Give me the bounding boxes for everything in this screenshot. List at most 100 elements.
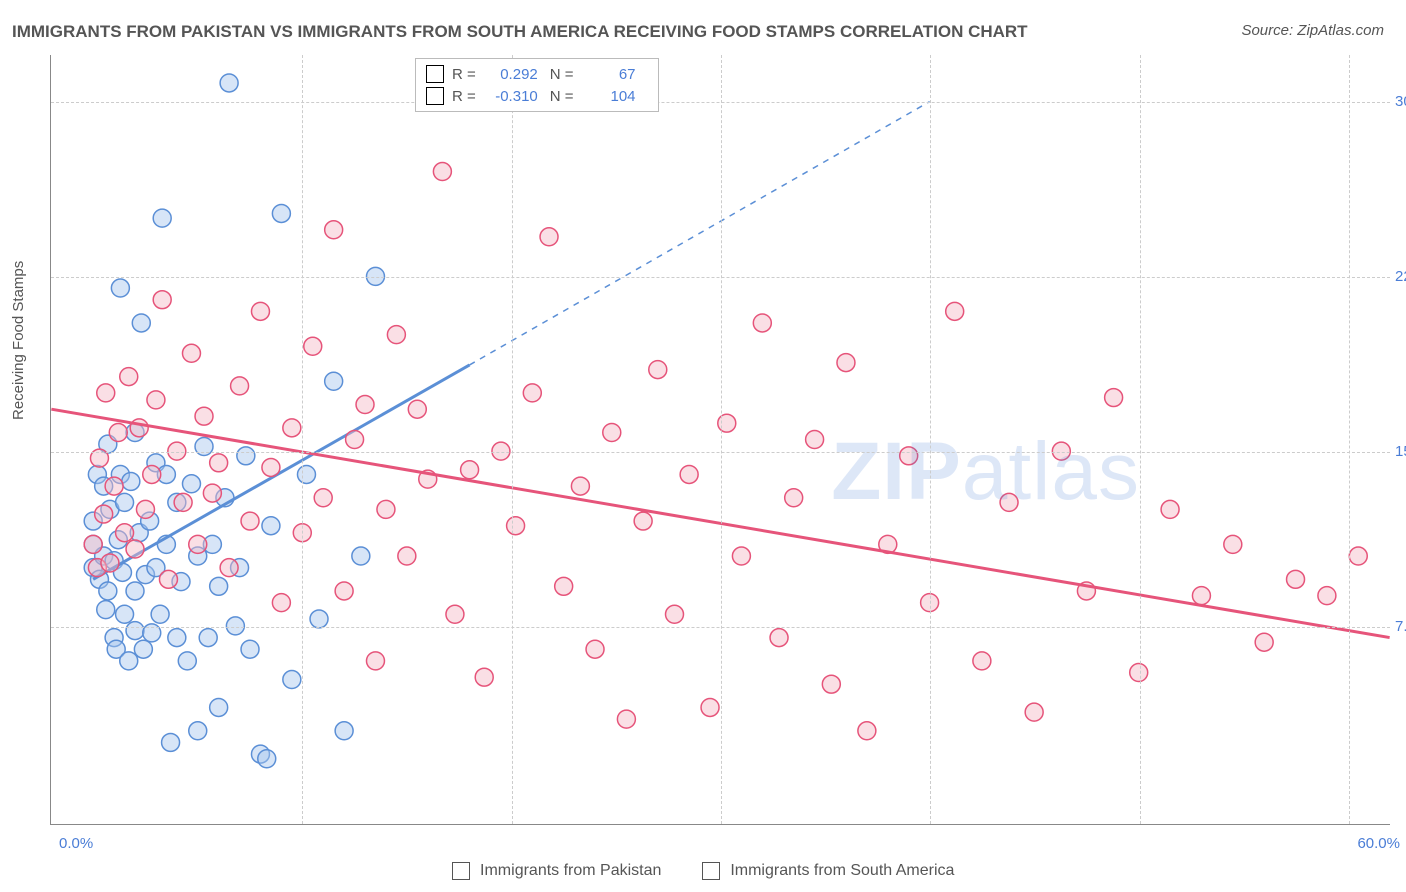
data-point-southamerica [603,424,621,442]
data-point-southamerica [366,652,384,670]
data-point-pakistan [120,652,138,670]
data-point-southamerica [858,722,876,740]
stats-row-series1: R = 0.292 N = 67 [426,63,648,85]
data-point-southamerica [153,291,171,309]
data-point-southamerica [666,605,684,623]
data-point-pakistan [210,577,228,595]
ytick-label: 30.0% [1395,93,1406,110]
data-point-southamerica [900,447,918,465]
data-point-southamerica [408,400,426,418]
n-value-1: 67 [578,66,636,83]
data-point-southamerica [120,368,138,386]
legend-label-2: Immigrants from South America [730,862,954,879]
xtick-right: 60.0% [1357,835,1400,852]
data-point-southamerica [210,454,228,472]
n-label-1: N = [550,66,574,83]
data-point-pakistan [310,610,328,628]
data-point-southamerica [101,554,119,572]
data-point-southamerica [325,221,343,239]
legend-swatch-1 [452,862,470,880]
data-point-southamerica [523,384,541,402]
data-point-southamerica [304,337,322,355]
data-point-southamerica [1287,570,1305,588]
data-point-pakistan [162,733,180,751]
data-point-southamerica [1161,500,1179,518]
data-point-southamerica [203,484,221,502]
data-point-pakistan [199,629,217,647]
data-point-pakistan [111,279,129,297]
data-point-pakistan [262,517,280,535]
data-point-southamerica [837,354,855,372]
data-point-pakistan [178,652,196,670]
ytick-label: 15.0% [1395,443,1406,460]
chart-title: IMMIGRANTS FROM PAKISTAN VS IMMIGRANTS F… [12,22,1028,42]
data-point-southamerica [1192,587,1210,605]
data-point-southamerica [1000,493,1018,511]
data-point-southamerica [147,391,165,409]
data-point-southamerica [109,424,127,442]
data-point-southamerica [130,419,148,437]
data-point-southamerica [571,477,589,495]
legend-bottom: Immigrants from Pakistan Immigrants from… [0,862,1406,880]
data-point-southamerica [220,559,238,577]
data-point-southamerica [335,582,353,600]
data-point-southamerica [540,228,558,246]
data-point-southamerica [732,547,750,565]
legend-item-1: Immigrants from Pakistan [452,862,666,879]
data-point-southamerica [617,710,635,728]
chart-plot-area: ZIPatlas 7.5%15.0%22.5%30.0%0.0%60.0% [50,55,1390,825]
data-point-pakistan [134,640,152,658]
data-point-southamerica [95,505,113,523]
source-credit: Source: ZipAtlas.com [1241,22,1384,39]
legend-swatch-2 [702,862,720,880]
data-point-southamerica [314,489,332,507]
data-point-pakistan [220,74,238,92]
stats-swatch-1 [426,65,444,83]
data-point-southamerica [973,652,991,670]
y-axis-label: Receiving Food Stamps [10,261,27,420]
data-point-southamerica [446,605,464,623]
data-point-southamerica [116,524,134,542]
data-point-pakistan [237,447,255,465]
data-point-southamerica [143,465,161,483]
data-point-pakistan [210,698,228,716]
data-point-southamerica [377,500,395,518]
data-point-southamerica [634,512,652,530]
stats-row-series2: R = -0.310 N = 104 [426,85,648,107]
data-point-pakistan [283,671,301,689]
data-point-pakistan [258,750,276,768]
stats-swatch-2 [426,87,444,105]
data-point-pakistan [335,722,353,740]
data-point-southamerica [105,477,123,495]
data-point-southamerica [159,570,177,588]
data-point-pakistan [168,629,186,647]
data-point-southamerica [1224,535,1242,553]
data-point-southamerica [785,489,803,507]
gridline-v [1349,55,1350,824]
data-point-southamerica [1255,633,1273,651]
n-value-2: 104 [578,88,636,105]
data-point-southamerica [649,361,667,379]
data-point-southamerica [770,629,788,647]
data-point-southamerica [1130,664,1148,682]
data-point-pakistan [352,547,370,565]
data-point-pakistan [325,372,343,390]
data-point-southamerica [507,517,525,535]
data-point-southamerica [680,465,698,483]
data-point-southamerica [126,540,144,558]
data-point-southamerica [174,493,192,511]
data-point-pakistan [272,204,290,222]
data-point-pakistan [241,640,259,658]
data-point-pakistan [122,472,140,490]
data-point-southamerica [1025,703,1043,721]
data-point-pakistan [126,622,144,640]
data-point-southamerica [475,668,493,686]
legend-label-1: Immigrants from Pakistan [480,862,661,879]
data-point-southamerica [346,431,364,449]
data-point-pakistan [116,493,134,511]
data-point-southamerica [241,512,259,530]
data-point-southamerica [195,407,213,425]
data-point-southamerica [262,458,280,476]
gridline-v [1140,55,1141,824]
gridline-v [930,55,931,824]
